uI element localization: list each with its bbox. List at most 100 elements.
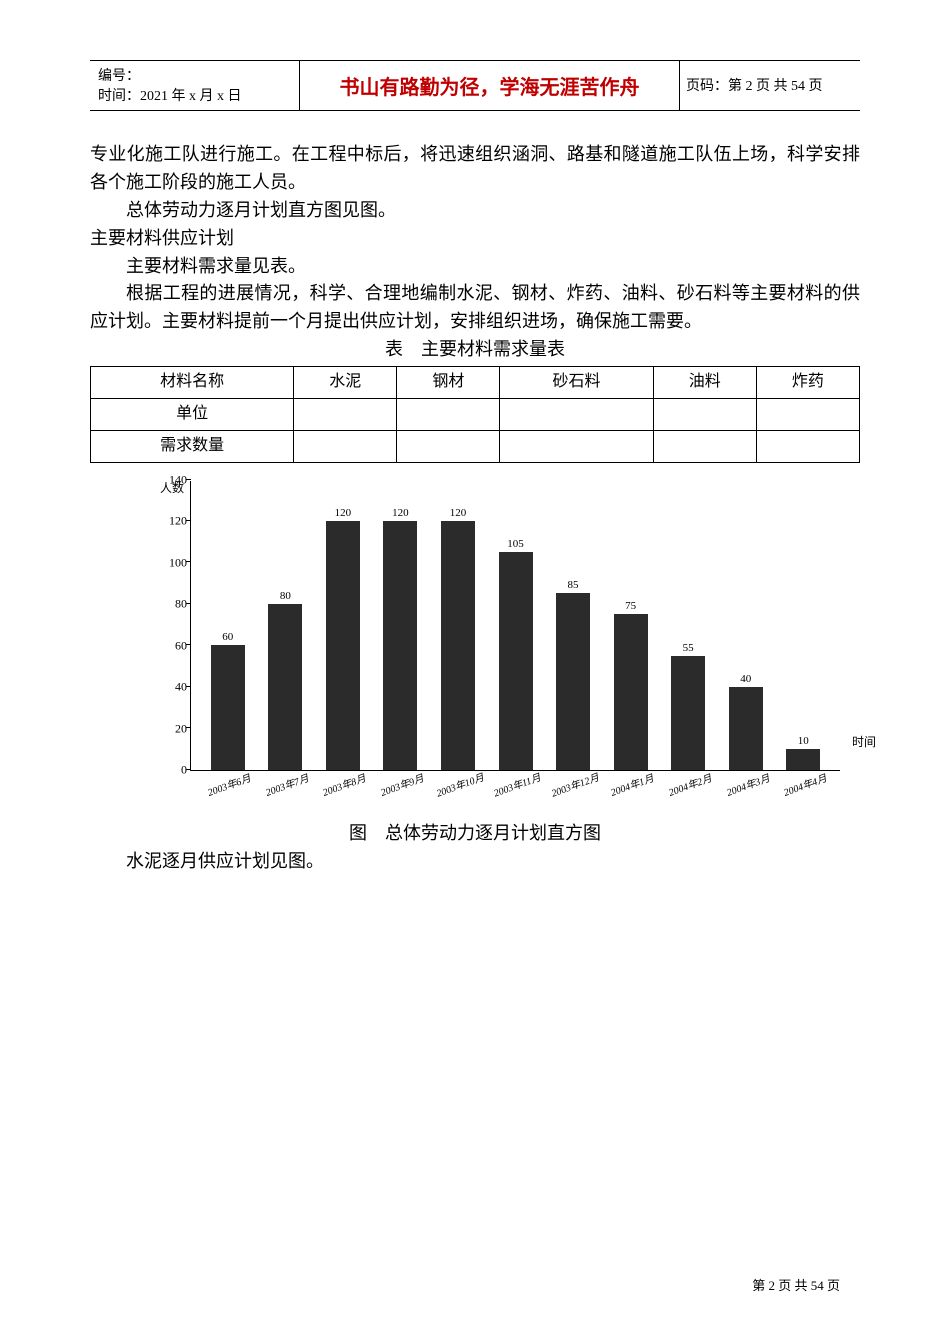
chart-y-tick-mark xyxy=(186,727,191,728)
chart-x-tick-label: 2003年12月 xyxy=(546,769,605,803)
chart-y-tick-label: 60 xyxy=(159,636,187,655)
table-cell: 需求数量 xyxy=(91,430,294,462)
chart-bar-value-label: 75 xyxy=(625,598,636,615)
chart-bar-slot: 80 xyxy=(257,604,315,770)
chart-bar-slot: 120 xyxy=(314,521,372,770)
chart-x-tick-label: 2004年2月 xyxy=(661,769,720,803)
chart-bar-value-label: 85 xyxy=(568,577,579,594)
chart-x-tick-label: 2003年8月 xyxy=(315,769,374,803)
chart-bar-slot: 55 xyxy=(659,656,717,770)
chart-bar-slot: 120 xyxy=(429,521,487,770)
chart-bar-value-label: 10 xyxy=(798,733,809,750)
table-cell xyxy=(756,398,859,430)
chart-bar: 10 xyxy=(786,749,820,770)
table-cell: 炸药 xyxy=(756,367,859,399)
chart-bar-value-label: 40 xyxy=(740,671,751,688)
figure-caption: 图 总体劳动力逐月计划直方图 xyxy=(90,820,860,848)
chart-bar-slot: 75 xyxy=(602,614,660,769)
body-content: 专业化施工队进行施工。在工程中标后，将迅速组织涵洞、路基和隧道施工队伍上场，科学… xyxy=(90,141,860,876)
table-cell: 水泥 xyxy=(294,367,397,399)
chart-bar: 75 xyxy=(614,614,648,769)
chart-y-tick-label: 80 xyxy=(159,595,187,614)
chart-x-tick-label: 2003年7月 xyxy=(257,769,316,803)
chart-y-tick-mark xyxy=(186,644,191,645)
chart-x-tick-label: 2003年6月 xyxy=(200,769,259,803)
chart-x-tick-label: 2003年9月 xyxy=(373,769,432,803)
chart-x-tick-label: 2004年1月 xyxy=(603,769,662,803)
table-cell xyxy=(500,430,653,462)
chart-x-tick-label: 2003年10月 xyxy=(430,769,489,803)
chart-bar-slot: 120 xyxy=(372,521,430,770)
page-header: 编号： 时间：2021 年 x 月 x 日 书山有路勤为径，学海无涯苦作舟 页码… xyxy=(90,60,860,111)
chart-x-tick-label: 2004年4月 xyxy=(776,769,835,803)
table-cell xyxy=(500,398,653,430)
chart-y-tick-label: 0 xyxy=(159,760,187,779)
chart-bar-value-label: 55 xyxy=(683,640,694,657)
chart-bar-value-label: 80 xyxy=(280,588,291,605)
chart-bar: 80 xyxy=(268,604,302,770)
table-row: 单位 xyxy=(91,398,860,430)
chart-bar-value-label: 105 xyxy=(507,536,524,553)
paragraph: 水泥逐月供应计划见图。 xyxy=(90,848,860,876)
header-title: 书山有路勤为径，学海无涯苦作舟 xyxy=(300,61,680,110)
table-cell: 油料 xyxy=(653,367,756,399)
header-left: 编号： 时间：2021 年 x 月 x 日 xyxy=(90,61,300,110)
paragraph: 主要材料需求量见表。 xyxy=(90,253,860,281)
chart-y-tick-label: 120 xyxy=(159,512,187,531)
chart-bar-slot: 105 xyxy=(487,552,545,770)
chart-bar-value-label: 120 xyxy=(392,505,409,522)
table-cell xyxy=(397,398,500,430)
paragraph: 专业化施工队进行施工。在工程中标后，将迅速组织涵洞、路基和隧道施工队伍上场，科学… xyxy=(90,141,860,197)
table-cell xyxy=(653,430,756,462)
chart-y-tick-mark xyxy=(186,769,191,770)
paragraph: 根据工程的进展情况，科学、合理地编制水泥、钢材、炸药、油料、砂石料等主要材料的供… xyxy=(90,280,860,336)
table-cell: 钢材 xyxy=(397,367,500,399)
chart-bar-slot: 60 xyxy=(199,645,257,769)
chart-bar-slot: 40 xyxy=(717,687,775,770)
section-heading: 主要材料供应计划 xyxy=(90,225,860,253)
chart-bar: 85 xyxy=(556,593,590,769)
labor-bar-chart: 人数 60801201201201058575554010 0204060801… xyxy=(160,481,840,787)
chart-x-axis-title: 时间 xyxy=(852,733,876,752)
chart-plot-area: 60801201201201058575554010 0204060801001… xyxy=(190,481,840,771)
page-footer: 第 2 页 共 54 页 xyxy=(752,1275,840,1294)
chart-bar-slot: 10 xyxy=(774,749,832,770)
chart-y-tick-mark xyxy=(186,603,191,604)
materials-table: 材料名称 水泥 钢材 砂石料 油料 炸药 单位 需求数量 xyxy=(90,366,860,462)
chart-y-tick-label: 20 xyxy=(159,719,187,738)
table-cell xyxy=(397,430,500,462)
chart-bar: 120 xyxy=(383,521,417,770)
header-doc-id: 编号： xyxy=(98,65,291,85)
chart-bar: 60 xyxy=(211,645,245,769)
table-cell xyxy=(294,430,397,462)
chart-bar: 120 xyxy=(441,521,475,770)
paragraph: 总体劳动力逐月计划直方图见图。 xyxy=(90,197,860,225)
chart-x-tick-label: 2003年11月 xyxy=(488,769,547,803)
chart-bars-container: 60801201201201058575554010 xyxy=(191,481,840,770)
chart-y-tick-mark xyxy=(186,686,191,687)
chart-y-tick-mark xyxy=(186,561,191,562)
chart-y-tick-label: 140 xyxy=(159,470,187,489)
table-cell xyxy=(756,430,859,462)
chart-bar-value-label: 120 xyxy=(335,505,352,522)
chart-bar: 55 xyxy=(671,656,705,770)
table-row: 需求数量 xyxy=(91,430,860,462)
chart-bar: 40 xyxy=(729,687,763,770)
table-cell xyxy=(294,398,397,430)
chart-x-tick-label: 2004年3月 xyxy=(719,769,778,803)
table-caption: 表 主要材料需求量表 xyxy=(90,336,860,364)
chart-bar: 120 xyxy=(326,521,360,770)
chart-y-tick-mark xyxy=(186,520,191,521)
chart-bar: 105 xyxy=(499,552,533,770)
table-cell: 砂石料 xyxy=(500,367,653,399)
chart-bar-value-label: 60 xyxy=(222,629,233,646)
header-date: 时间：2021 年 x 月 x 日 xyxy=(98,85,291,105)
chart-x-labels: 2003年6月2003年7月2003年8月2003年9月2003年10月2003… xyxy=(190,771,840,787)
table-cell: 单位 xyxy=(91,398,294,430)
table-cell: 材料名称 xyxy=(91,367,294,399)
chart-y-tick-label: 100 xyxy=(159,553,187,572)
chart-y-tick-mark xyxy=(186,479,191,480)
table-cell xyxy=(653,398,756,430)
chart-y-tick-label: 40 xyxy=(159,677,187,696)
chart-bar-slot: 85 xyxy=(544,593,602,769)
